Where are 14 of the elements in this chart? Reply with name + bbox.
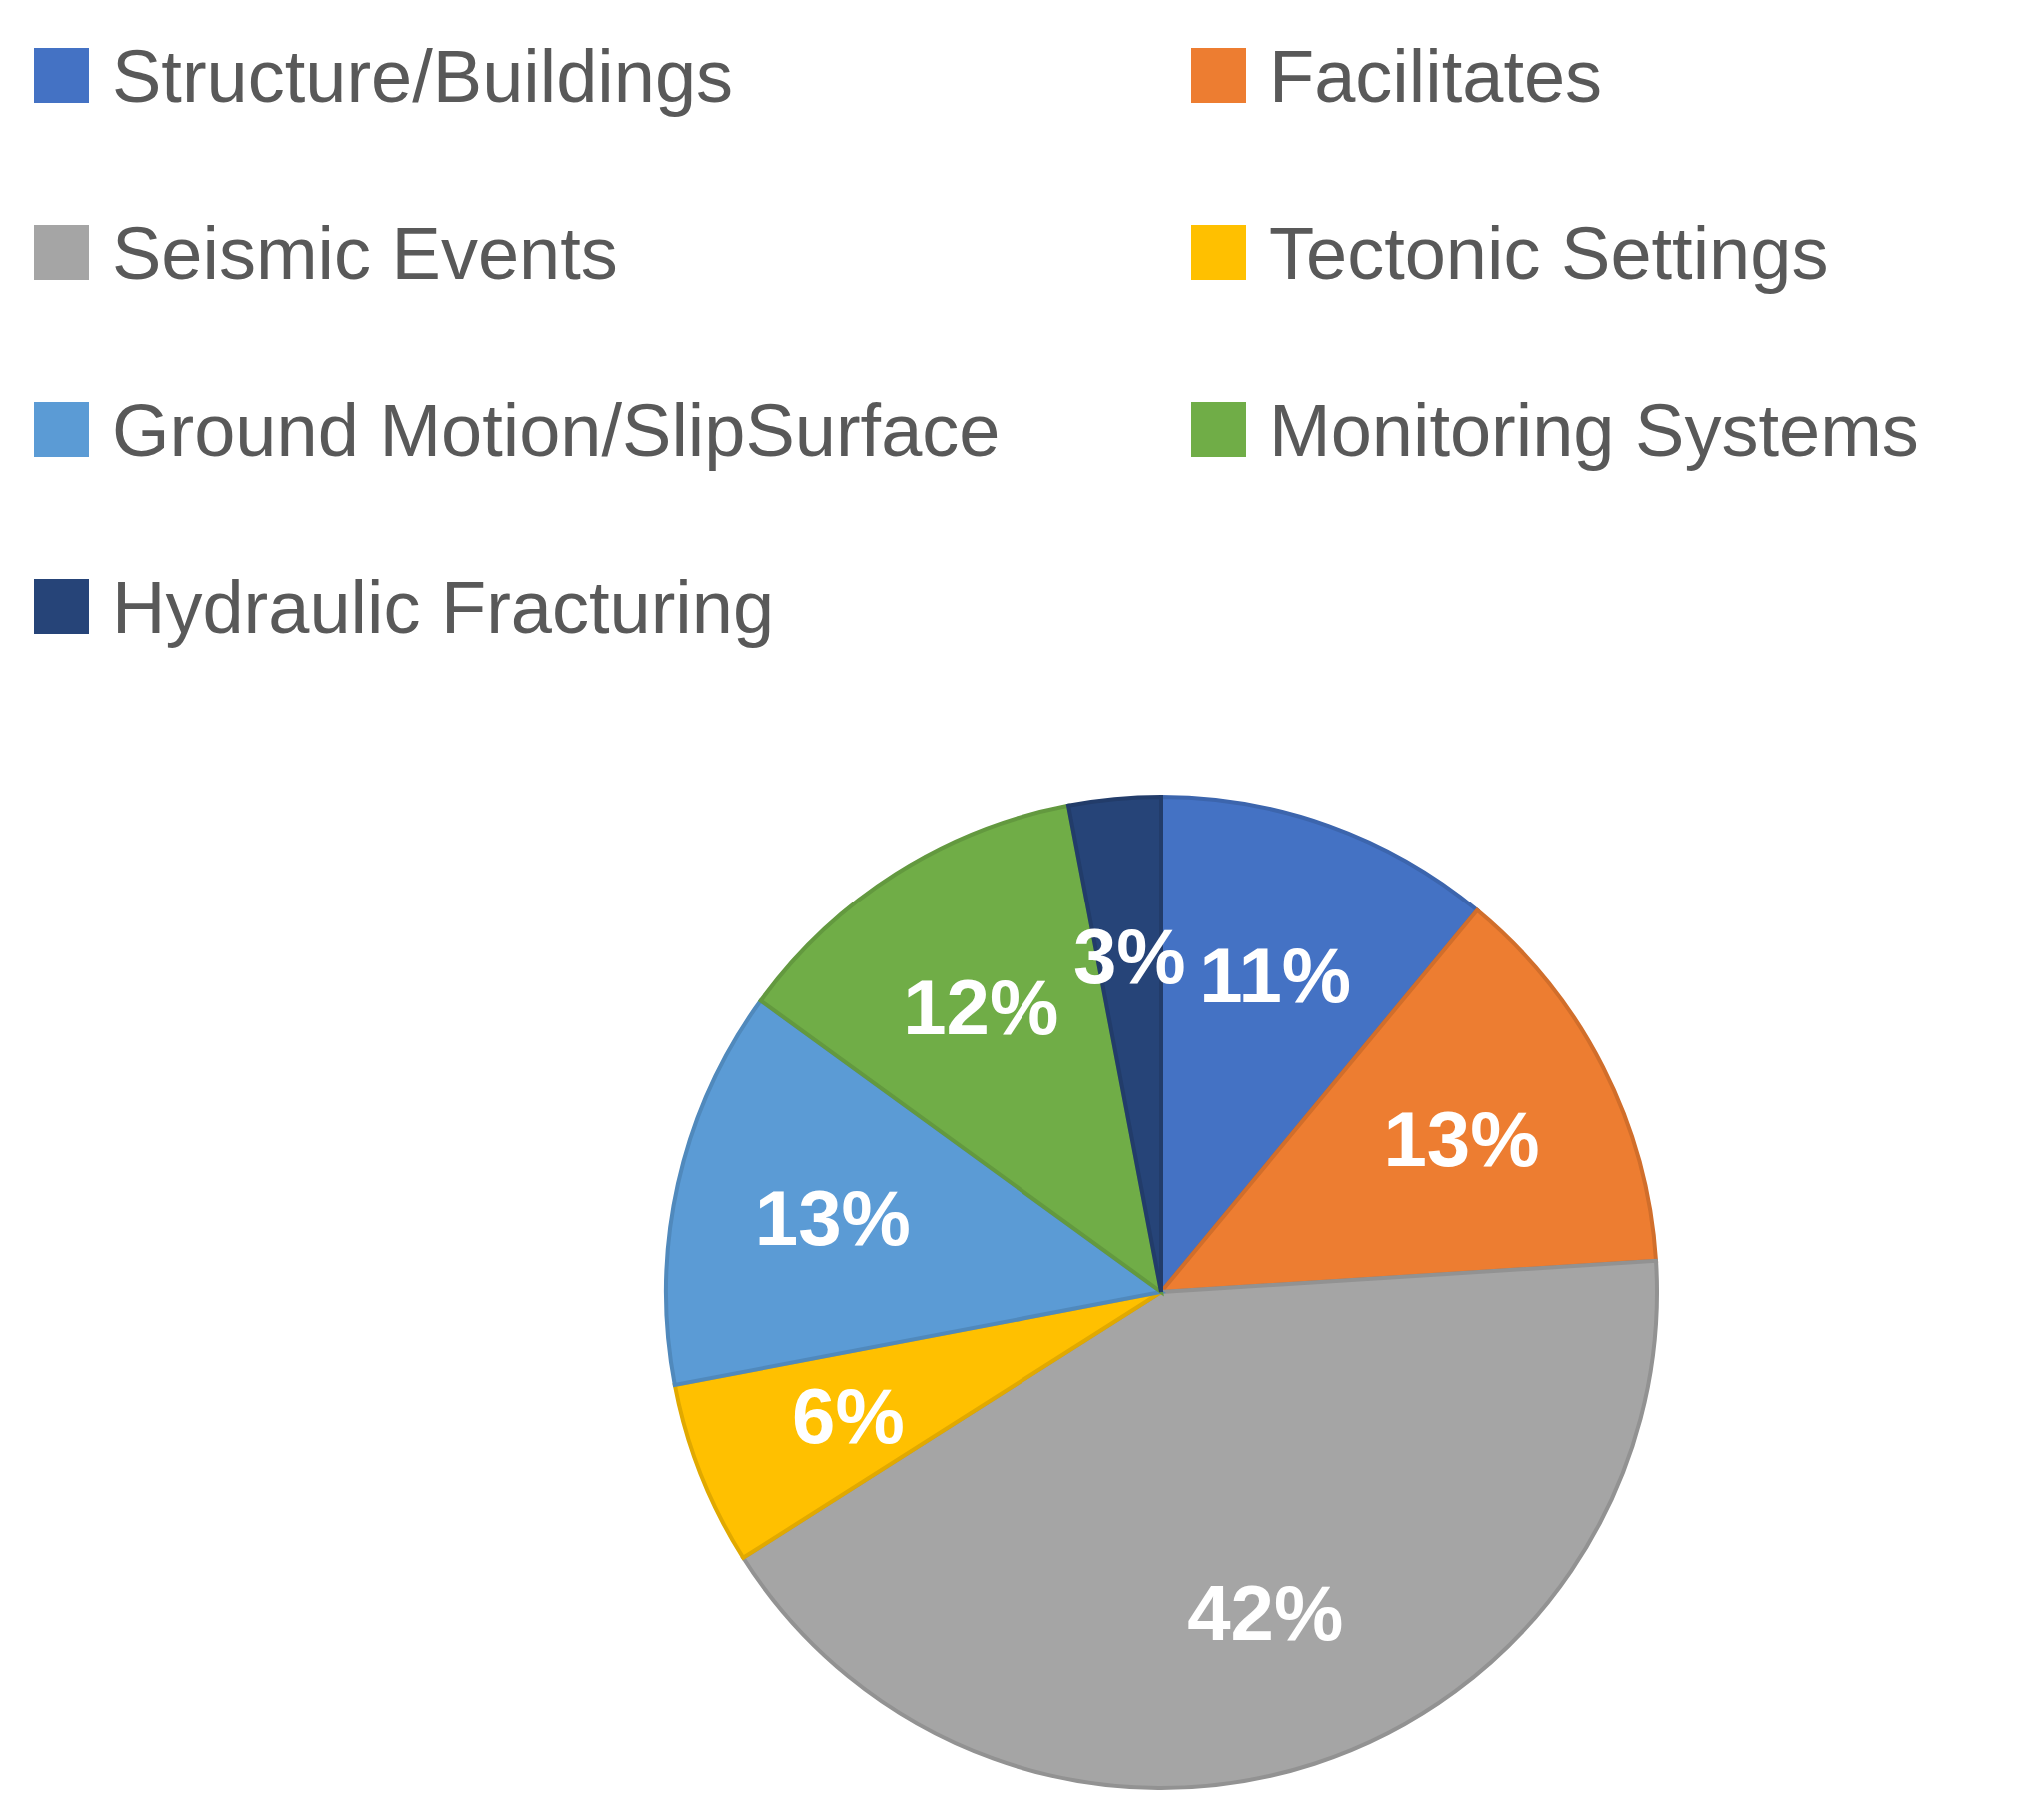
legend-label: Seismic Events [112,211,618,295]
data-label: 13% [1383,1094,1540,1183]
legend-label: Monitoring Systems [1269,388,1919,472]
data-label: 12% [903,963,1059,1052]
data-label: 13% [754,1174,911,1263]
data-label: 42% [1187,1568,1344,1657]
legend-label: Ground Motion/SlipSurface [112,388,1001,472]
legend-label: Facilitates [1269,34,1603,118]
legend-label: Structure/Buildings [112,34,734,118]
data-label: 3% [1072,912,1186,1001]
data-label: 11% [1199,930,1352,1019]
legend-label: Tectonic Settings [1269,211,1829,295]
data-label: 6% [792,1372,905,1461]
legend-label: Hydraulic Fracturing [112,565,775,649]
